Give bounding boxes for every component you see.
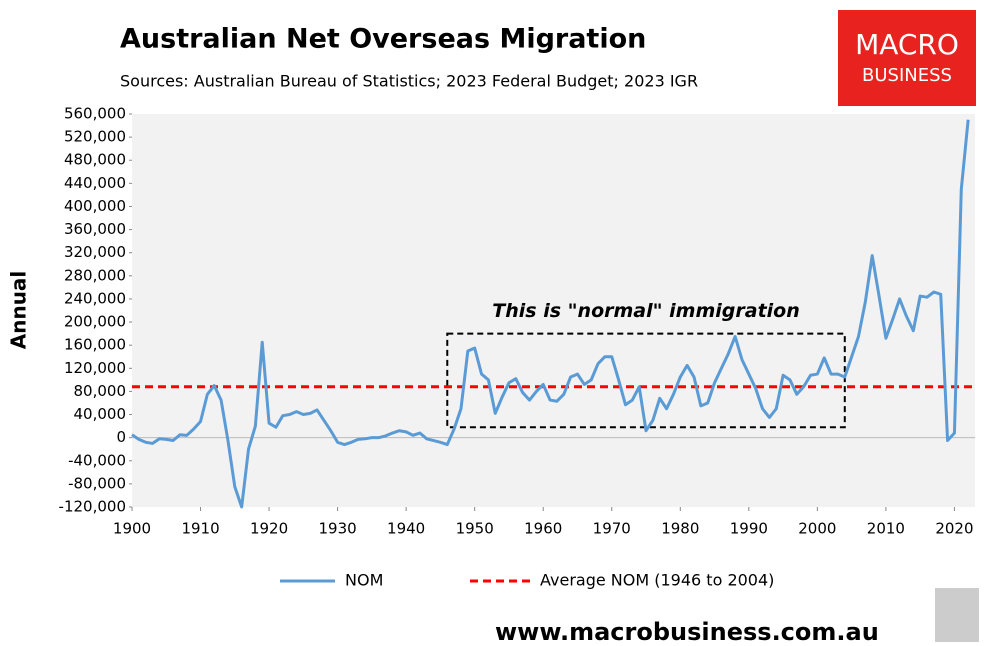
x-tick-label: 2020 <box>935 520 973 538</box>
y-tick-label: 360,000 <box>64 220 126 238</box>
y-tick-label: 80,000 <box>74 382 127 400</box>
y-tick-label: 200,000 <box>64 313 126 331</box>
x-tick-label: 2000 <box>798 520 836 538</box>
logo-box <box>838 10 976 106</box>
legend-label: NOM <box>345 571 383 590</box>
y-tick-label: -40,000 <box>68 451 126 469</box>
x-tick-label: 1940 <box>387 520 425 538</box>
y-tick-label: 240,000 <box>64 289 126 307</box>
x-tick-label: 1920 <box>250 520 288 538</box>
logo-text: BUSINESS <box>862 65 952 86</box>
y-tick-label: 520,000 <box>64 128 126 146</box>
x-tick-label: 1910 <box>181 520 219 538</box>
x-tick-label: 1950 <box>456 520 494 538</box>
y-tick-label: 440,000 <box>64 174 126 192</box>
y-tick-label: 400,000 <box>64 197 126 215</box>
y-tick-label: 280,000 <box>64 266 126 284</box>
legend-label: Average NOM (1946 to 2004) <box>540 571 774 590</box>
y-tick-label: 480,000 <box>64 151 126 169</box>
footer-url: www.macrobusiness.com.au <box>495 618 879 646</box>
annotation-box <box>446 332 846 429</box>
logo-text: MACRO <box>855 28 959 61</box>
x-tick-label: 1930 <box>319 520 357 538</box>
x-tick-label: 1970 <box>593 520 631 538</box>
y-tick-label: -80,000 <box>68 474 126 492</box>
plot-area <box>132 114 975 507</box>
x-tick-label: 1960 <box>524 520 562 538</box>
chart-title: Australian Net Overseas Migration <box>120 24 646 55</box>
x-tick-label: 1990 <box>730 520 768 538</box>
y-tick-label: 0 <box>116 428 126 446</box>
x-tick-label: 1900 <box>113 520 151 538</box>
data-line <box>131 119 970 509</box>
y-tick-label: 160,000 <box>64 336 126 354</box>
chart-subtitle: Sources: Australian Bureau of Statistics… <box>120 72 698 91</box>
annotation-text: This is "normal" immigration <box>492 300 799 322</box>
y-tick-label: 320,000 <box>64 243 126 261</box>
wolf-icon <box>935 588 979 642</box>
y-tick-label: -120,000 <box>59 498 126 516</box>
x-tick-label: 1980 <box>661 520 699 538</box>
x-tick-label: 2010 <box>867 520 905 538</box>
y-tick-label: 560,000 <box>64 105 126 123</box>
y-tick-label: 120,000 <box>64 359 126 377</box>
y-tick-label: 40,000 <box>74 405 127 423</box>
y-axis-label: Annual <box>7 271 31 350</box>
